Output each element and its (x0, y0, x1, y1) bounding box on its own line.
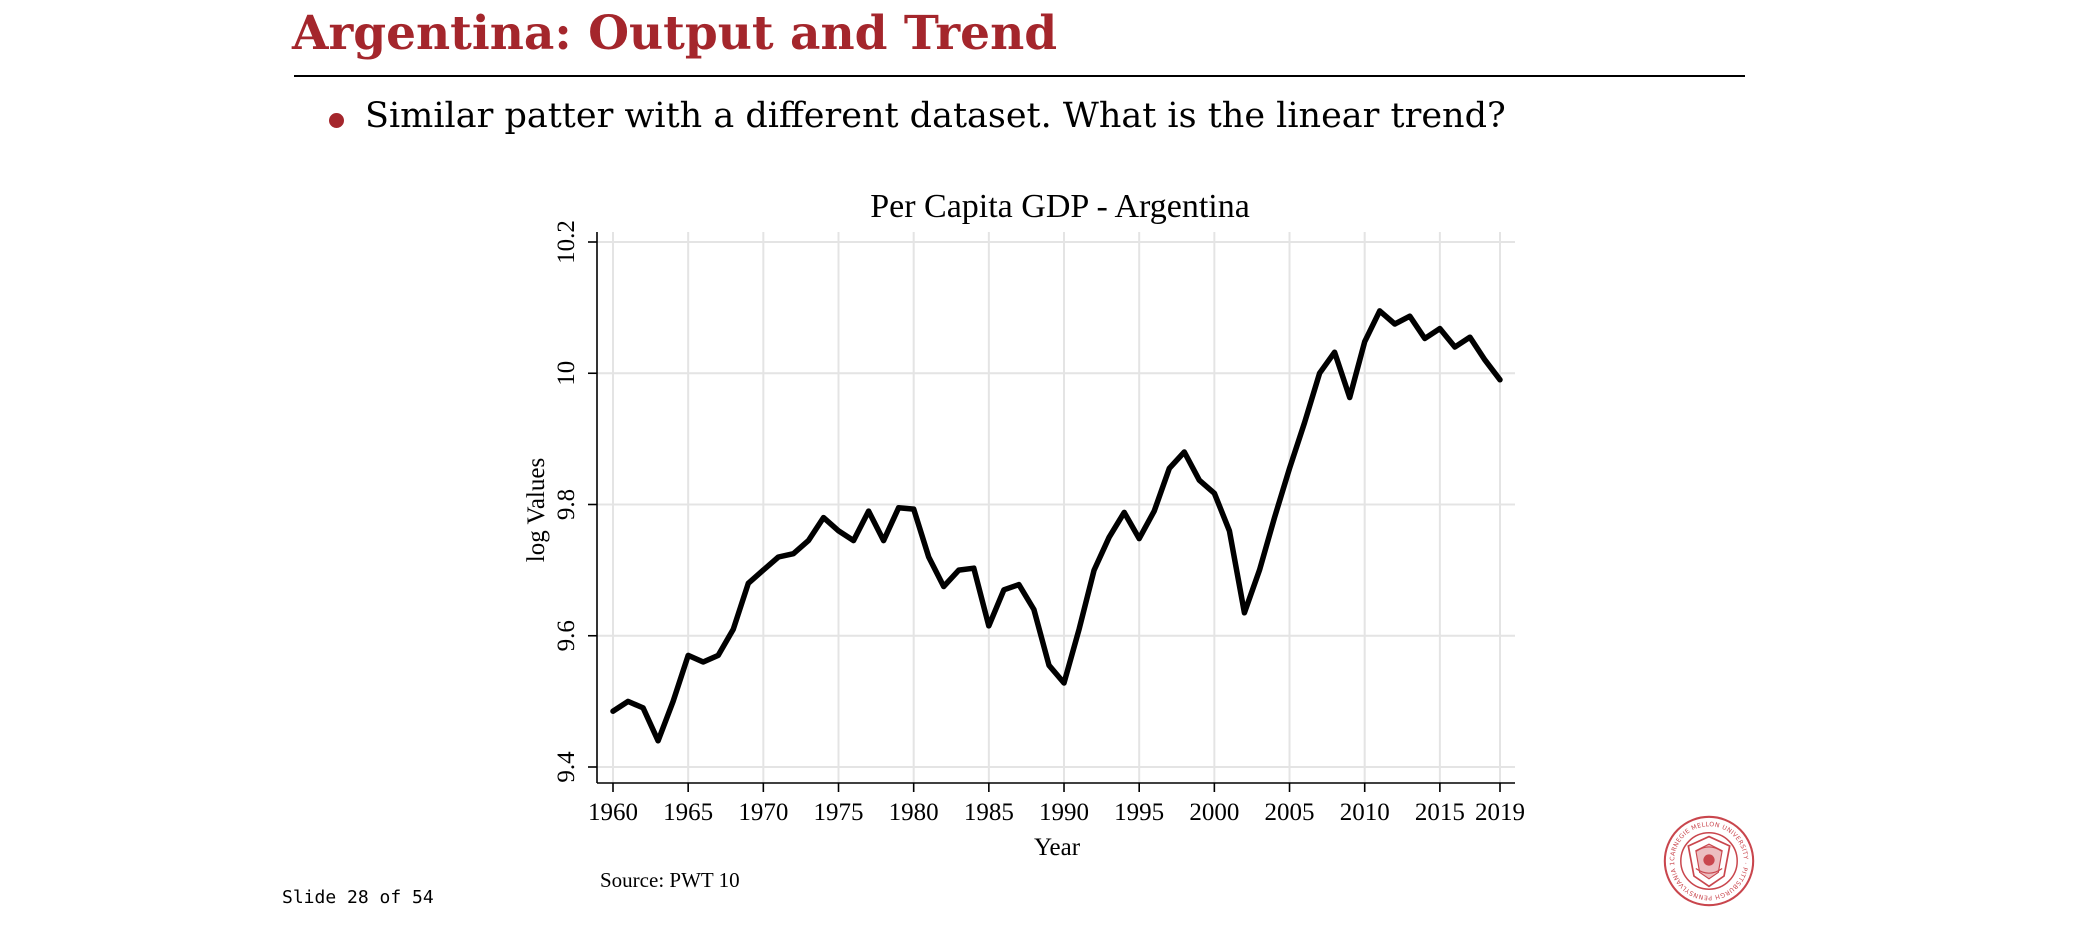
slide-title: Argentina: Output and Trend (292, 6, 1058, 61)
y-tick-label: 9.4 (553, 751, 580, 783)
bullet-item: Similar patter with a different dataset.… (325, 96, 1506, 136)
source-note: Source: PWT 10 (600, 868, 740, 892)
chart: 1960 1965 1970 1975 1980 1985 1990 1995 2000 2005… (500, 170, 1550, 890)
y-tick-label: 9.6 (553, 620, 580, 651)
x-tick-label: 2005 (1265, 799, 1315, 826)
x-tick-label: 2015 (1415, 799, 1465, 826)
chart-title: Per Capita GDP - Argentina (870, 188, 1250, 225)
slide-counter: Slide 28 of 54 (282, 887, 434, 908)
y-tick-label: 9.8 (553, 489, 580, 520)
bullet-dot-icon (329, 113, 344, 128)
y-tick-label: 10 (553, 361, 580, 386)
x-tick-label: 2019 (1475, 799, 1525, 826)
y-tick-label: 10.2 (553, 220, 580, 264)
x-tick-label: 1990 (1039, 799, 1089, 826)
x-tick-label: 1985 (964, 799, 1014, 826)
bullet-text: Similar patter with a different dataset.… (365, 96, 1506, 136)
chart-svg: 1960 1965 1970 1975 1980 1985 1990 1995 2000 2005… (523, 188, 1525, 861)
x-tick-label: 1970 (738, 799, 788, 826)
carnegie-mellon-university-seal-icon: CARNEGIE MELLON UNIVERSITY · PITTSBURGH … (1662, 814, 1755, 907)
x-tick-label: 2000 (1189, 799, 1239, 826)
bullet-list: Similar patter with a different dataset.… (325, 96, 1506, 136)
x-tick-label: 1975 (814, 799, 864, 826)
x-tick-label: 2010 (1340, 799, 1390, 826)
x-tick-label: 1965 (663, 799, 713, 826)
x-tick-label: 1995 (1114, 799, 1164, 826)
x-axis-title: Year (1034, 834, 1081, 861)
series-line (610, 308, 1503, 744)
title-rule (294, 75, 1745, 77)
y-axis-title: log Values (523, 458, 550, 562)
x-tick-label: 1980 (889, 799, 939, 826)
x-tick-label: 1960 (588, 799, 638, 826)
